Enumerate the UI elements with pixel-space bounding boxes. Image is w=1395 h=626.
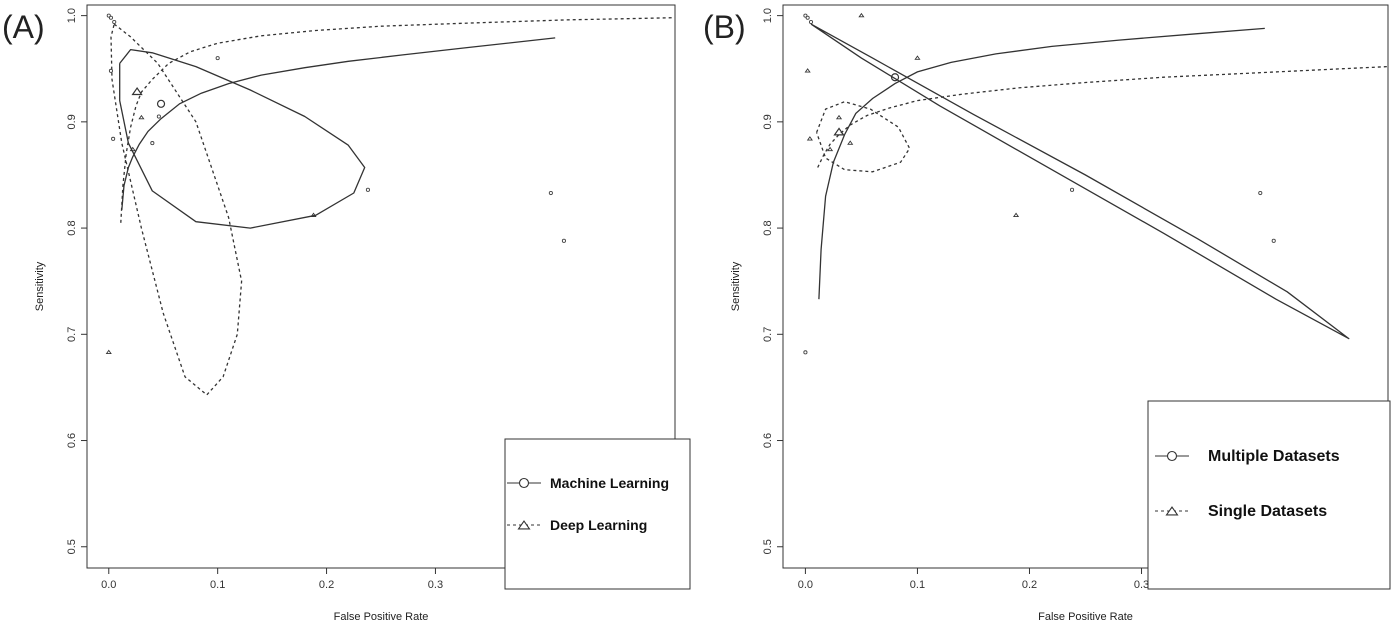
study-point [365,187,370,192]
study-point [806,136,813,141]
single-datasets-sroc-curve [817,65,1388,168]
legend-triangle-marker [1165,506,1179,516]
study-point [108,68,114,73]
legend-circle-marker [1166,450,1178,462]
legend-label: Machine Learning [550,475,669,491]
legend-label: Deep Learning [550,517,647,533]
chart-panel-b: (B)0.00.10.20.30.40.50.50.60.70.80.91.0F… [703,4,1391,623]
study-point [804,68,811,73]
y-tick-label: 0.9 [66,114,78,129]
panel-label: (A) [2,9,45,45]
machine-learning-sroc-curve [121,37,556,211]
study-point [111,136,116,141]
study-point [1271,238,1276,243]
deep-learning-confidence-region [110,23,243,396]
y-tick-label: 0.6 [762,433,774,448]
study-point [112,19,117,25]
study-point [803,13,808,18]
y-tick-label: 0.5 [762,539,774,554]
plot-area [803,12,1388,355]
legend-triangle-marker [517,520,531,530]
multiple-datasets-summary-point [890,73,900,82]
study-point [826,146,834,152]
study-point [105,349,112,354]
legend-box [504,438,691,590]
study-point [803,350,808,355]
plot-frame [86,4,676,569]
x-tick-label: 0.3 [428,579,443,591]
plot-frame [782,4,1389,569]
study-point [156,114,161,119]
study-point [835,114,843,120]
panel-label: (B) [703,9,746,45]
single-datasets-confidence-region [815,101,911,173]
y-tick-label: 0.8 [762,220,774,235]
study-point [215,56,220,61]
study-point [129,146,136,152]
x-axis-title: False Positive Rate [334,611,429,623]
y-tick-label: 0.9 [762,114,774,129]
study-point [138,114,145,120]
legend-circle-marker [518,477,530,489]
study-point [805,15,810,20]
study-point [561,238,566,243]
y-tick-label: 0.8 [66,220,78,235]
y-tick-label: 0.7 [762,327,774,342]
x-tick-label: 0.3 [1134,579,1149,591]
x-tick-label: 0.2 [319,579,334,591]
single-datasets-summary-point [833,127,845,136]
legend: Multiple Datasets Single Datasets [1147,400,1391,590]
study-point [1258,190,1263,196]
x-tick-label: 0.0 [798,579,813,591]
x-tick-label: 0.1 [210,579,225,591]
legend-box [1147,400,1391,590]
x-tick-label: 0.2 [1022,579,1037,591]
study-point [847,140,854,145]
y-axis-title: Sensitivity [730,261,742,311]
y-tick-label: 0.5 [66,539,78,554]
x-axis-title: False Positive Rate [1038,611,1133,623]
study-point [108,15,114,20]
study-point [808,19,814,25]
legend-label: Single Datasets [1208,503,1327,520]
multiple-datasets-sroc-curve [818,27,1265,300]
study-point [1070,187,1075,192]
deep-learning-sroc-curve [120,17,675,223]
study-point [858,12,865,18]
x-tick-label: 0.1 [910,579,925,591]
study-point [106,13,111,18]
study-point [150,141,155,146]
study-point [310,212,317,217]
study-point [548,190,553,196]
y-tick-label: 1.0 [66,8,78,23]
study-point [1012,212,1020,217]
legend-label: Multiple Datasets [1208,448,1340,465]
y-tick-label: 0.7 [66,327,78,342]
study-point [914,55,921,60]
legend: Machine Learning Deep Learning [504,438,691,590]
y-axis-title: Sensitivity [34,261,46,311]
plot-area [105,13,675,396]
machine-learning-summary-point [156,99,166,108]
chart-panel-a: (A)0.00.10.20.30.40.50.50.60.70.80.91.0F… [2,4,691,623]
machine-learning-confidence-region [119,48,366,229]
deep-learning-summary-point [131,87,143,96]
y-tick-label: 1.0 [762,8,774,23]
y-tick-label: 0.6 [66,433,78,448]
multiple-datasets-confidence-region [810,23,1350,340]
x-tick-label: 0.0 [101,579,116,591]
